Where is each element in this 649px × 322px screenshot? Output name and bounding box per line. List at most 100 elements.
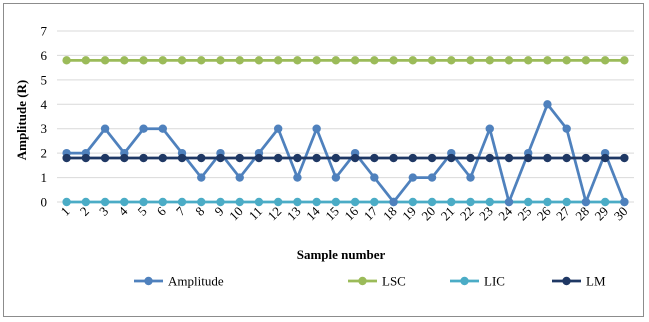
data-point-amplitude	[100, 124, 110, 133]
x-tick-label: 24	[495, 203, 515, 223]
data-point-lic	[100, 197, 110, 207]
data-point-lic	[600, 197, 610, 207]
x-tick-label: 17	[361, 203, 381, 223]
data-point-lm	[235, 153, 244, 163]
y-tick-label: 1	[41, 170, 48, 185]
data-point-lic	[466, 197, 475, 207]
data-point-lm	[466, 153, 475, 163]
data-point-lic	[562, 197, 571, 207]
data-point-lic	[524, 197, 533, 207]
data-point-lm	[216, 153, 225, 163]
data-point-lic	[293, 197, 302, 207]
data-point-lsc	[100, 56, 110, 65]
data-point-lm	[600, 153, 610, 163]
data-point-lsc	[504, 56, 514, 65]
data-point-lsc	[216, 56, 225, 65]
y-tick-label: 3	[41, 121, 48, 136]
data-point-lic	[427, 197, 437, 207]
data-point-lm	[620, 153, 629, 163]
data-point-lic	[543, 197, 552, 207]
data-point-lsc	[620, 56, 629, 65]
data-point-lic	[370, 197, 379, 207]
data-point-amplitude	[466, 173, 475, 182]
data-point-amplitude	[485, 124, 494, 133]
data-point-lic	[235, 197, 244, 207]
data-point-lsc	[197, 56, 206, 65]
data-point-lsc	[120, 56, 129, 65]
data-point-lsc	[158, 56, 167, 65]
data-point-lic	[120, 197, 129, 207]
data-point-amplitude	[543, 100, 552, 109]
data-point-lic	[408, 197, 418, 207]
data-point-lsc	[466, 56, 475, 65]
data-point-amplitude	[427, 173, 437, 182]
x-tick-label: 13	[284, 204, 304, 224]
data-point-amplitude	[158, 124, 167, 133]
x-tick-label: 28	[572, 204, 592, 224]
legend: Amplitude LSC LIC LM	[134, 274, 606, 289]
x-tick-label: 18	[380, 204, 400, 224]
data-point-lm	[504, 153, 514, 163]
x-tick-label: 20	[418, 204, 438, 224]
x-tick-label: 12	[265, 204, 285, 224]
x-tick-label: 27	[553, 203, 573, 223]
x-axis-title: Sample number	[297, 247, 386, 262]
x-tick-label: 11	[246, 204, 265, 223]
data-point-lsc	[543, 56, 552, 65]
data-point-lsc	[581, 56, 591, 65]
data-point-lm	[370, 153, 379, 163]
legend-label: LIC	[484, 274, 505, 289]
data-point-lsc	[389, 56, 398, 65]
legend-label: LSC	[382, 274, 406, 289]
data-point-lm	[331, 153, 341, 163]
data-point-amplitude	[504, 197, 514, 207]
data-point-lm	[177, 153, 187, 163]
legend-label: Amplitude	[168, 274, 224, 289]
legend-item-amplitude: Amplitude	[134, 274, 224, 289]
data-point-lm	[389, 153, 398, 163]
data-point-lm	[273, 153, 283, 163]
data-point-lsc	[235, 56, 244, 65]
data-point-lm	[447, 153, 456, 163]
data-point-lm	[158, 153, 167, 163]
data-point-lic	[216, 197, 225, 207]
data-point-lic	[158, 197, 167, 207]
data-point-amplitude	[331, 173, 341, 182]
data-point-amplitude	[562, 124, 571, 133]
data-point-lsc	[139, 56, 148, 65]
data-point-lic	[254, 197, 264, 207]
data-point-lsc	[408, 56, 418, 65]
data-point-lm	[293, 153, 302, 163]
data-point-lsc	[370, 56, 379, 65]
legend-item-lm: LM	[552, 274, 606, 289]
data-point-lm	[543, 153, 552, 163]
data-point-amplitude	[139, 124, 148, 133]
data-point-lm	[254, 153, 264, 163]
data-point-amplitude	[620, 197, 629, 207]
data-point-lic	[62, 197, 71, 207]
data-point-lsc	[177, 56, 187, 65]
legend-label: LM	[586, 274, 606, 289]
x-tick-label: 25	[515, 204, 535, 224]
x-tick-label: 26	[534, 203, 554, 223]
data-point-lm	[120, 153, 129, 163]
data-point-amplitude	[408, 173, 418, 182]
y-axis-title: Amplitude (R)	[14, 80, 29, 161]
y-tick-label: 2	[41, 146, 48, 161]
series-lsc	[62, 56, 629, 65]
x-tick-label: 22	[457, 204, 477, 224]
data-point-lm	[100, 153, 110, 163]
legend-item-lsc: LSC	[348, 274, 406, 289]
x-tick-label: 29	[591, 204, 611, 224]
data-point-lm	[62, 153, 71, 163]
data-point-lsc	[562, 56, 571, 65]
data-point-lm	[427, 153, 437, 163]
x-tick-label: 15	[322, 204, 342, 224]
data-point-lm	[81, 153, 91, 163]
x-tick-label: 14	[303, 203, 323, 223]
data-point-lsc	[331, 56, 341, 65]
y-tick-label: 4	[41, 97, 48, 112]
legend-swatch-marker	[562, 276, 571, 286]
data-point-amplitude	[197, 173, 206, 182]
